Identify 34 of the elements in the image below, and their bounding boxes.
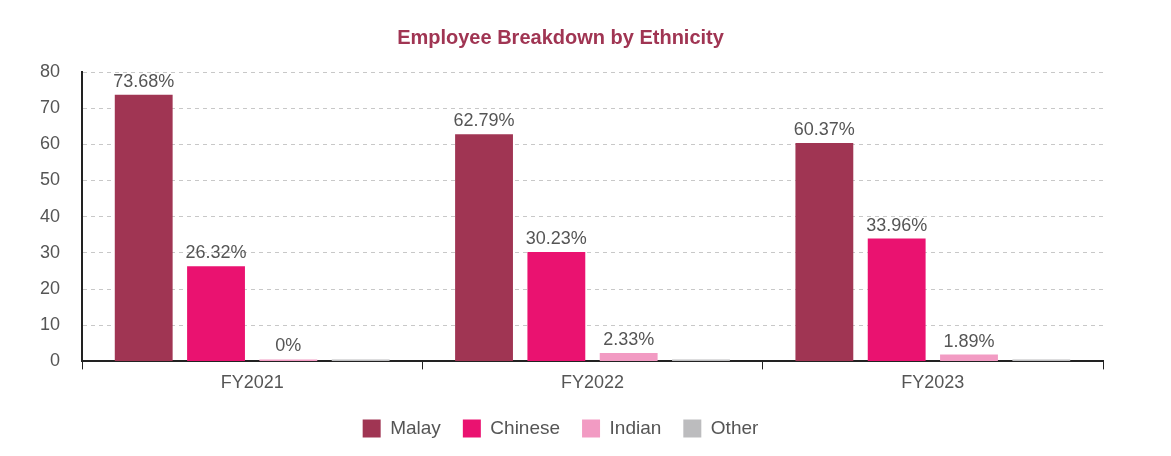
data-label: 60.37% bbox=[793, 118, 855, 139]
legend-label: Other bbox=[710, 416, 760, 438]
data-label: 0% bbox=[275, 335, 302, 356]
bar bbox=[114, 94, 173, 361]
data-label: 1.89% bbox=[943, 330, 995, 351]
y-tick-label: 20 bbox=[39, 278, 61, 299]
legend-label: Chinese bbox=[490, 416, 561, 438]
data-label: 30.23% bbox=[525, 228, 587, 249]
bar bbox=[795, 143, 854, 361]
legend-label: Malay bbox=[390, 416, 442, 438]
y-tick-label: 30 bbox=[39, 241, 61, 262]
data-label: 2.33% bbox=[603, 328, 655, 349]
bar bbox=[867, 238, 926, 361]
data-label: 73.68% bbox=[113, 70, 175, 91]
y-tick-label: 0 bbox=[50, 350, 61, 371]
x-tick-label: FY2021 bbox=[220, 372, 284, 393]
bar bbox=[940, 354, 998, 361]
bar bbox=[455, 134, 513, 361]
y-tick-label: 10 bbox=[39, 314, 61, 335]
data-label: 33.96% bbox=[866, 214, 928, 235]
data-label: 62.79% bbox=[453, 110, 515, 131]
x-tick-label: FY2023 bbox=[901, 372, 965, 393]
y-tick-label: 40 bbox=[39, 205, 61, 226]
bar bbox=[599, 352, 658, 361]
y-tick-label: 70 bbox=[39, 97, 61, 118]
legend-label: Indian bbox=[609, 416, 662, 438]
chart-title: Employee Breakdown by Ethnicity bbox=[397, 25, 725, 48]
x-tick-label: FY2022 bbox=[560, 372, 625, 393]
bar bbox=[527, 252, 586, 361]
y-tick-label: 80 bbox=[39, 60, 61, 81]
y-tick-label: 50 bbox=[39, 169, 61, 190]
bar bbox=[187, 266, 245, 361]
data-label: 26.32% bbox=[185, 242, 247, 263]
y-tick-label: 60 bbox=[39, 133, 61, 154]
